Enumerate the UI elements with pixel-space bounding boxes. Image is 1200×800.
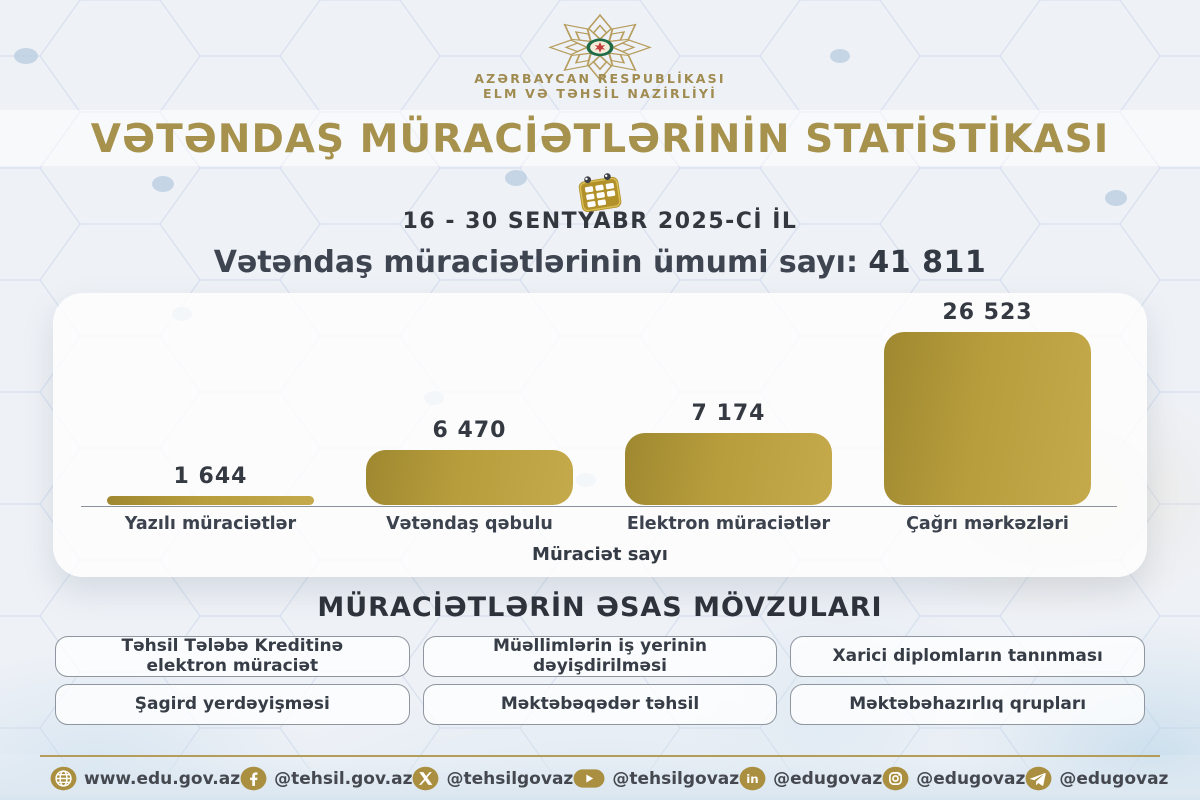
footer-item: @tehsilgovaz — [573, 765, 739, 792]
total-appeals: Vətəndaş müraciətlərinin ümumi sayı: 41 … — [0, 245, 1200, 280]
bar — [366, 450, 573, 505]
topic-label: Xarici diplomların tanınması — [832, 645, 1103, 666]
bar-column: 6 470 — [340, 418, 599, 505]
period-text: 16 - 30 SENTYABR 2025-Cİ İL — [402, 209, 798, 234]
title-band — [0, 110, 1200, 166]
org-line-2: ELM VƏ TƏHSİL NAZİRLİYİ — [483, 85, 717, 101]
bar — [107, 496, 314, 505]
footer-handle: @edugovaz — [1059, 768, 1169, 789]
org-name: AZƏRBAYCAN RESPUBLİKASI ELM VƏ TƏHSİL NA… — [0, 71, 1200, 102]
footer-handle: @edugovaz — [916, 768, 1026, 789]
x-axis-line — [81, 506, 1117, 507]
bar — [884, 332, 1091, 505]
bar-category-label: Vətəndaş qəbulu — [386, 514, 553, 534]
topics-section-title: MÜRACİƏTLƏRİN ƏSAS MÖVZULARI — [317, 592, 883, 623]
footer-handle: @edugovaz — [773, 768, 883, 789]
globe-icon — [50, 765, 77, 792]
topic-label: Müəllimlərin iş yerinin dəyişdirilməsi — [492, 636, 708, 676]
bar-category-label: Elektron müraciətlər — [626, 514, 831, 534]
total-value: 41 811 — [868, 245, 987, 280]
bar-column: 1 644 — [81, 464, 340, 505]
bar-chart-card: 1 644 6 470 7 174 26 523 Yazılı müraciətlər… — [53, 293, 1147, 577]
ministry-emblem — [548, 12, 652, 81]
bar-value-label: 26 523 — [942, 300, 1033, 325]
footer-item: @tehsilgovaz — [412, 765, 573, 792]
footer-item: @edugovaz — [1025, 765, 1168, 792]
bar-columns: 1 644 6 470 7 174 26 523 — [81, 300, 1117, 505]
category-labels-row: Yazılı müraciətlər Vətəndaş qəbulu Elektro… — [81, 514, 1117, 577]
footer-handle: www.edu.gov.az — [84, 768, 241, 789]
topic-label: Məktəbəhazırlıq qrupları — [849, 693, 1087, 714]
footer-handle: @tehsil.gov.az — [274, 768, 413, 789]
bar-category-label: Çağrı mərkəzləri — [906, 514, 1069, 534]
topic-label: Məktəbəqədər təhsil — [500, 693, 700, 714]
topic-box: Müəllimlərin iş yerinin dəyişdirilməsi — [422, 636, 778, 677]
topic-label: Təhsil Tələbə Kreditinə elektron müraciə… — [121, 636, 344, 676]
bar-value-label: 7 174 — [691, 401, 766, 426]
telegram-icon — [1025, 765, 1052, 792]
page-title: VƏTƏNDAŞ MÜRACİƏTLƏRİNİN STATİSTİKASI — [90, 117, 1110, 162]
topics-grid: Təhsil Tələbə Kreditinə elektron müraciə… — [55, 636, 1145, 725]
youtube-icon — [573, 765, 605, 792]
footer-item: @tehsil.gov.az — [240, 765, 412, 792]
topic-box: Təhsil Tələbə Kreditinə elektron müraciə… — [55, 636, 410, 677]
x-axis-title: Müraciət sayı — [532, 544, 668, 565]
bar — [625, 433, 832, 505]
topic-label: Şagird yerdəyişməsi — [134, 693, 330, 714]
bar-column: 7 174 — [599, 401, 858, 505]
footer-gold-line — [40, 755, 1160, 757]
org-line-1: AZƏRBAYCAN RESPUBLİKASI — [474, 71, 726, 86]
footer-item: in @edugovaz — [739, 765, 882, 792]
bar-column: 26 523 — [858, 300, 1117, 505]
bar-value-label: 6 470 — [432, 418, 507, 443]
topic-box: Xarici diplomların tanınması — [790, 636, 1145, 677]
linkedin-icon: in — [739, 765, 766, 792]
calendar-icon — [574, 170, 626, 213]
topic-box: Şagird yerdəyişməsi — [55, 684, 410, 725]
instagram-icon — [882, 765, 909, 792]
facebook-icon — [240, 765, 267, 792]
topic-box: Məktəbəqədər təhsil — [422, 684, 778, 725]
footer-item: @edugovaz — [882, 765, 1025, 792]
x-icon — [412, 765, 439, 792]
footer-items: www.edu.gov.az @tehsil.gov.az @tehsilgovaz… — [50, 757, 1168, 800]
footer-handle: @tehsilgovaz — [612, 768, 740, 789]
topic-box: Məktəbəhazırlıq qrupları — [790, 684, 1145, 725]
footer-bar: www.edu.gov.az @tehsil.gov.az @tehsilgovaz… — [0, 755, 1200, 800]
bar-value-label: 1 644 — [173, 464, 248, 489]
svg-text:in: in — [746, 772, 758, 786]
footer-handle: @tehsilgovaz — [446, 768, 574, 789]
footer-item: www.edu.gov.az — [50, 765, 240, 792]
total-label: Vətəndaş müraciətlərinin ümumi sayı: — [213, 245, 869, 280]
bar-category-label: Yazılı müraciətlər — [124, 514, 297, 534]
